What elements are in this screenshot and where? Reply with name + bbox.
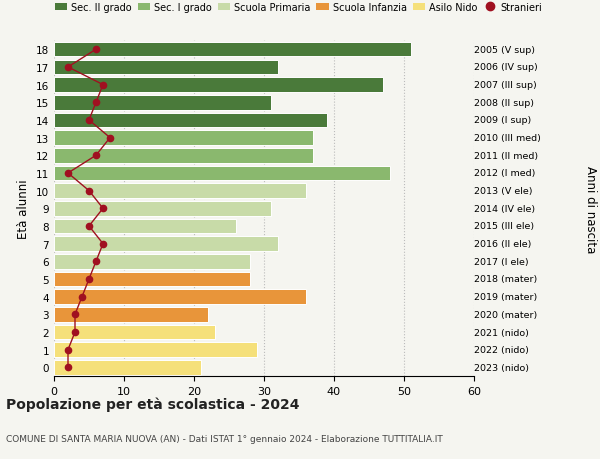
- Bar: [54, 255, 250, 269]
- Bar: [54, 360, 201, 375]
- Bar: [54, 131, 313, 146]
- Bar: [54, 113, 327, 128]
- Text: 2006 (IV sup): 2006 (IV sup): [474, 63, 538, 72]
- Bar: [54, 43, 411, 57]
- Text: 2020 (mater): 2020 (mater): [474, 310, 537, 319]
- Y-axis label: Età alunni: Età alunni: [17, 179, 31, 239]
- Bar: [54, 184, 306, 198]
- Text: COMUNE DI SANTA MARIA NUOVA (AN) - Dati ISTAT 1° gennaio 2024 - Elaborazione TUT: COMUNE DI SANTA MARIA NUOVA (AN) - Dati …: [6, 434, 443, 443]
- Text: 2012 (I med): 2012 (I med): [474, 169, 535, 178]
- Bar: [54, 166, 390, 181]
- Text: 2009 (I sup): 2009 (I sup): [474, 116, 531, 125]
- Text: 2021 (nido): 2021 (nido): [474, 328, 529, 337]
- Text: Anni di nascita: Anni di nascita: [584, 165, 597, 252]
- Bar: [54, 343, 257, 357]
- Bar: [54, 78, 383, 93]
- Bar: [54, 237, 278, 252]
- Bar: [54, 325, 215, 340]
- Text: 2008 (II sup): 2008 (II sup): [474, 99, 534, 107]
- Bar: [54, 272, 250, 286]
- Bar: [54, 149, 313, 163]
- Text: 2005 (V sup): 2005 (V sup): [474, 45, 535, 55]
- Bar: [54, 61, 278, 75]
- Text: 2007 (III sup): 2007 (III sup): [474, 81, 537, 90]
- Text: 2019 (mater): 2019 (mater): [474, 292, 537, 302]
- Text: 2017 (I ele): 2017 (I ele): [474, 257, 529, 266]
- Legend: Sec. II grado, Sec. I grado, Scuola Primaria, Scuola Infanzia, Asilo Nido, Stran: Sec. II grado, Sec. I grado, Scuola Prim…: [55, 3, 542, 12]
- Bar: [54, 308, 208, 322]
- Bar: [54, 96, 271, 110]
- Text: 2015 (III ele): 2015 (III ele): [474, 222, 534, 231]
- Bar: [54, 290, 306, 304]
- Bar: [54, 219, 236, 234]
- Text: 2010 (III med): 2010 (III med): [474, 134, 541, 143]
- Text: 2022 (nido): 2022 (nido): [474, 346, 529, 354]
- Text: 2018 (mater): 2018 (mater): [474, 275, 537, 284]
- Text: 2023 (nido): 2023 (nido): [474, 363, 529, 372]
- Text: 2011 (II med): 2011 (II med): [474, 151, 538, 161]
- Text: 2014 (IV ele): 2014 (IV ele): [474, 204, 535, 213]
- Text: 2013 (V ele): 2013 (V ele): [474, 187, 533, 196]
- Text: Popolazione per età scolastica - 2024: Popolazione per età scolastica - 2024: [6, 397, 299, 412]
- Text: 2016 (II ele): 2016 (II ele): [474, 240, 532, 249]
- Bar: [54, 202, 271, 216]
